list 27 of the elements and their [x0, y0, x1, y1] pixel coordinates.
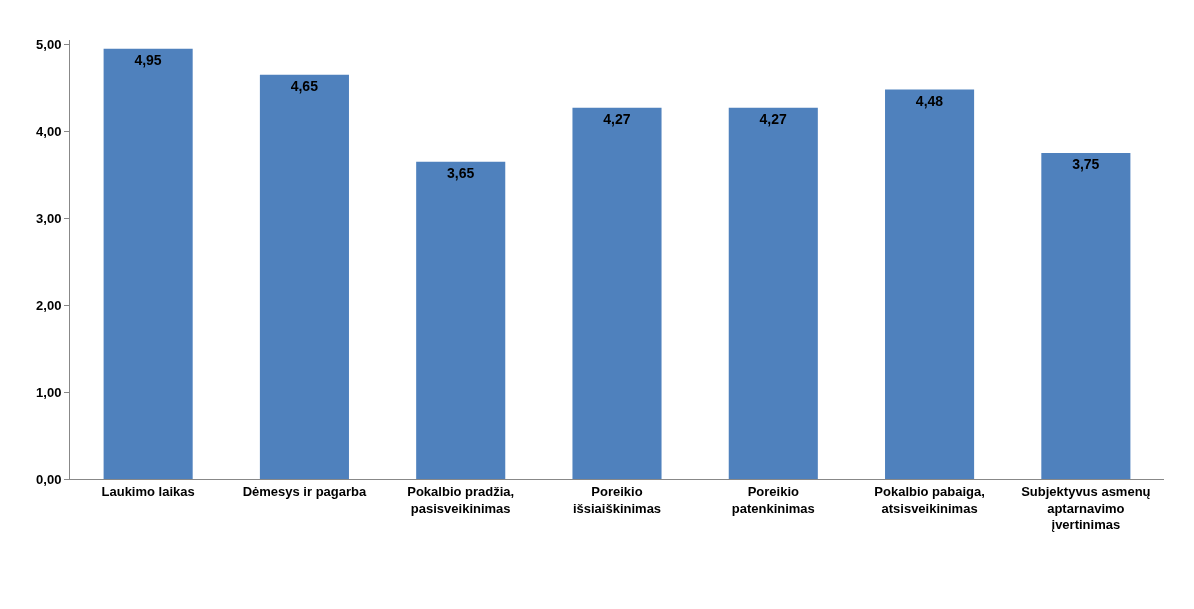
x-tick-label: Subjektyvus asmenų aptarnavimo įvertinimas	[1021, 483, 1151, 533]
data-label: 4,48	[915, 92, 944, 109]
bar	[416, 161, 506, 479]
x-tick-label: Poreikio išsiaiškinimas	[572, 483, 662, 516]
x-tick-label: Pokalbio pradžia, pasisveikinimas	[407, 483, 515, 516]
x-tick-label: Dėmesys ir pagarba	[242, 483, 367, 499]
x-tick-label: Poreikio patenkinimas	[731, 483, 815, 516]
data-label: 4,95	[134, 51, 162, 68]
bar	[572, 107, 662, 479]
x-tick-label: Pokalbio pabaiga, atsisveikinimas	[874, 483, 985, 516]
bar	[259, 74, 349, 479]
bar	[885, 89, 975, 479]
y-tick-label: 2,00	[36, 297, 62, 313]
data-label: 4,65	[290, 77, 319, 94]
bar	[103, 48, 193, 479]
data-label: 3,75	[1072, 156, 1100, 173]
y-tick-label: 3,00	[36, 210, 62, 226]
data-label: 4,27	[759, 110, 788, 127]
data-label: 3,65	[446, 164, 475, 181]
bar	[1041, 153, 1131, 479]
x-tick-label: Laukimo laikas	[101, 483, 195, 499]
data-label: 4,27	[603, 110, 631, 127]
bar	[728, 107, 818, 479]
y-tick-label: 1,00	[36, 384, 62, 400]
y-tick-label: 4,00	[36, 123, 62, 139]
y-tick-label: 0,00	[36, 471, 62, 487]
y-tick-label: 5,00	[36, 36, 62, 52]
